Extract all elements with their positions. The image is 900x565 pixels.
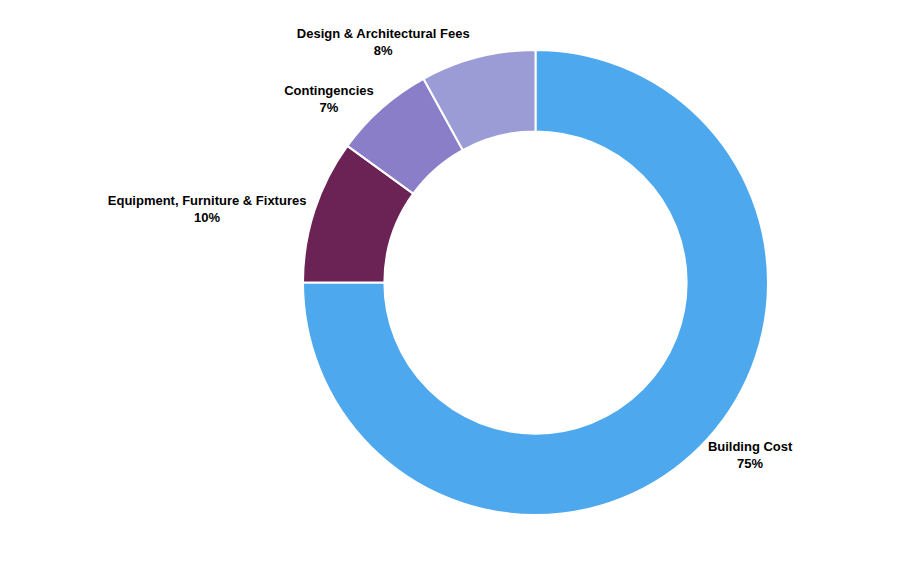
svg-text:Contingencies7%: Contingencies7%: [284, 83, 374, 115]
svg-text:Building Cost75%: Building Cost75%: [708, 439, 793, 471]
svg-text:Equipment, Furniture & Fixture: Equipment, Furniture & Fixtures10%: [108, 193, 307, 225]
svg-text:Design & Architectural Fees8%: Design & Architectural Fees8%: [297, 26, 470, 58]
